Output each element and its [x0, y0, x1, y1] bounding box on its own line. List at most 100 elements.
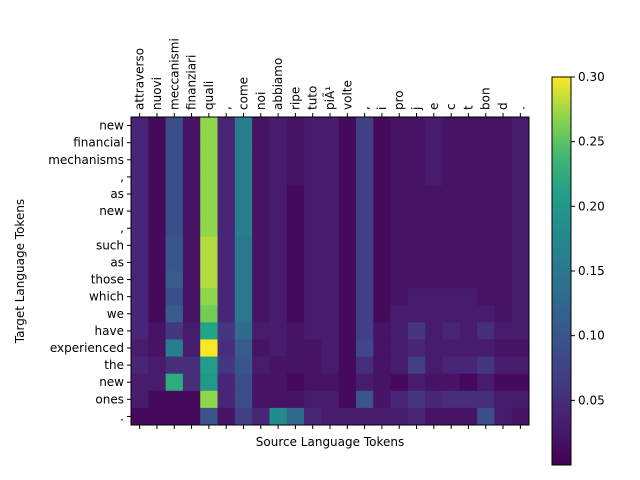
heatmap-cell	[269, 253, 288, 272]
heatmap-cell	[217, 168, 236, 186]
heatmap-cell	[373, 134, 392, 152]
heatmap-cell	[321, 322, 340, 340]
heatmap-cell	[338, 168, 357, 186]
heatmap-cell	[425, 236, 443, 255]
heatmap-cell	[425, 271, 443, 289]
heatmap-cell	[373, 356, 392, 375]
heatmap-cell	[407, 288, 426, 306]
heatmap-cell	[304, 390, 322, 409]
heatmap-cell	[165, 288, 184, 306]
heatmap-cell	[338, 236, 357, 255]
heatmap-cell	[459, 339, 478, 358]
heatmap-cell	[217, 339, 236, 358]
heatmap-cell	[494, 219, 513, 238]
heatmap-cell	[269, 373, 288, 392]
heatmap-cell	[511, 134, 530, 152]
x-tick-label: c	[444, 103, 458, 110]
heatmap-cell	[148, 407, 167, 426]
heatmap-cell	[321, 134, 340, 152]
heatmap-cell	[511, 185, 530, 204]
heatmap-cell	[459, 185, 478, 204]
heatmap-cell	[269, 390, 288, 409]
heatmap-cell	[407, 339, 426, 358]
heatmap-cell	[511, 373, 530, 392]
heatmap-cell	[442, 305, 461, 323]
y-tick-label: new	[99, 119, 124, 133]
heatmap-cell	[131, 322, 149, 340]
heatmap-cell	[373, 236, 392, 255]
heatmap-cell	[234, 151, 253, 169]
heatmap-cell	[390, 305, 409, 323]
heatmap-cell	[165, 322, 184, 340]
x-tick-label: e	[427, 103, 441, 110]
heatmap-cell	[234, 288, 253, 306]
heatmap-cell	[217, 305, 236, 323]
x-tick-label: volte	[340, 80, 354, 110]
heatmap-cell	[321, 390, 340, 409]
heatmap-cell	[131, 134, 149, 152]
heatmap-cell	[182, 322, 201, 340]
heatmap-cell	[425, 407, 443, 426]
heatmap-cell	[217, 407, 236, 426]
heatmap-cell	[321, 151, 340, 169]
heatmap-cell	[165, 305, 184, 323]
heatmap-cell	[304, 288, 322, 306]
heatmap-cell	[494, 271, 513, 289]
heatmap-cell	[234, 168, 253, 186]
heatmap-cell	[200, 202, 219, 221]
heatmap-cell	[511, 219, 530, 238]
heatmap-cell	[131, 185, 149, 204]
heatmap-cell	[165, 185, 184, 204]
heatmap-cell	[477, 151, 495, 169]
heatmap-cell	[269, 288, 288, 306]
heatmap-cell	[373, 271, 392, 289]
heatmap-cell	[165, 407, 184, 426]
heatmap-cell	[200, 373, 219, 392]
heatmap-cell	[131, 253, 149, 272]
heatmap-cell	[165, 219, 184, 238]
heatmap-cell	[338, 202, 357, 221]
x-tick-label: nuovi	[150, 77, 164, 110]
y-tick-label: ,	[120, 170, 124, 184]
heatmap-cell	[373, 202, 392, 221]
y-tick-label: .	[120, 409, 124, 423]
heatmap-cell	[355, 151, 374, 169]
colorbar-tick-label: 0.25	[578, 135, 605, 149]
heatmap-cell	[494, 339, 513, 358]
heatmap-cell	[200, 407, 219, 426]
colorbar-tick-label: 0.10	[578, 329, 605, 343]
heatmap-cell	[442, 407, 461, 426]
heatmap-cell	[373, 373, 392, 392]
heatmap-cell	[459, 202, 478, 221]
heatmap-cell	[165, 236, 184, 255]
heatmap-cell	[390, 168, 409, 186]
heatmap-cell	[477, 117, 495, 135]
heatmap-cell	[442, 219, 461, 238]
heatmap-cell	[477, 271, 495, 289]
heatmap-cell	[182, 253, 201, 272]
heatmap-cell	[304, 236, 322, 255]
heatmap-cell	[407, 168, 426, 186]
heatmap-cell	[200, 236, 219, 255]
heatmap-cell	[442, 288, 461, 306]
heatmap-cell	[494, 373, 513, 392]
heatmap-cell	[425, 117, 443, 135]
heatmap-cell	[321, 373, 340, 392]
heatmap-cell	[442, 168, 461, 186]
heatmap-cell	[494, 390, 513, 409]
heatmap-cell	[477, 219, 495, 238]
colorbar-tick-label: 0.05	[578, 393, 605, 407]
heatmap-cell	[390, 322, 409, 340]
heatmap-cell	[407, 185, 426, 204]
heatmap-cell	[321, 407, 340, 426]
heatmap-cell	[355, 117, 374, 135]
heatmap-cell	[148, 356, 167, 375]
heatmap-cell	[442, 253, 461, 272]
heatmap-cell	[148, 305, 167, 323]
heatmap-cell	[425, 168, 443, 186]
heatmap-cell	[338, 356, 357, 375]
heatmap-cell	[182, 390, 201, 409]
heatmap-cell	[459, 390, 478, 409]
heatmap-cell	[477, 202, 495, 221]
heatmap-cell	[459, 151, 478, 169]
